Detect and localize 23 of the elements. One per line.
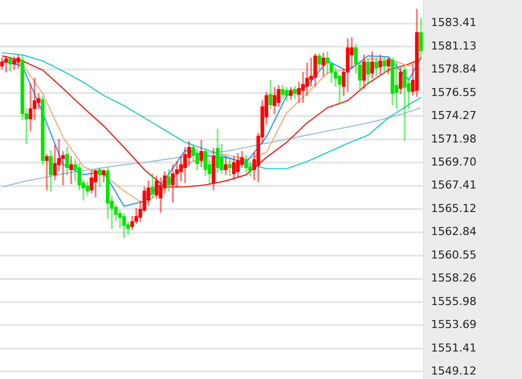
candlestick <box>394 62 398 110</box>
candlestick <box>57 138 61 172</box>
y-tick-label: 1581.13 <box>431 39 476 52</box>
y-tick-label: 1576.55 <box>431 86 476 99</box>
candlestick <box>61 151 65 186</box>
candlestick <box>32 78 36 120</box>
y-tick-label: 1562.84 <box>431 225 476 238</box>
y-tick-label: 1558.26 <box>431 272 476 285</box>
y-tick-label: 1569.70 <box>431 155 476 168</box>
y-tick-label: 1555.98 <box>431 294 476 308</box>
y-tick-label: 1578.84 <box>431 62 476 76</box>
y-tick-label: 1560.55 <box>431 248 476 262</box>
y-tick-label: 1567.41 <box>431 178 476 192</box>
candlestick <box>175 161 179 188</box>
y-tick-label: 1571.98 <box>431 132 476 146</box>
y-tick-label: 1565.12 <box>431 202 476 215</box>
candlestick <box>28 84 32 132</box>
y-tick-label: 1549.12 <box>431 364 476 378</box>
y-tick-label: 1553.69 <box>431 318 476 332</box>
y-tick-label: 1551.41 <box>431 341 476 354</box>
y-tick-label: 1574.27 <box>431 109 476 122</box>
candlestick <box>301 72 305 103</box>
y-tick-label: 1583.41 <box>431 16 476 30</box>
